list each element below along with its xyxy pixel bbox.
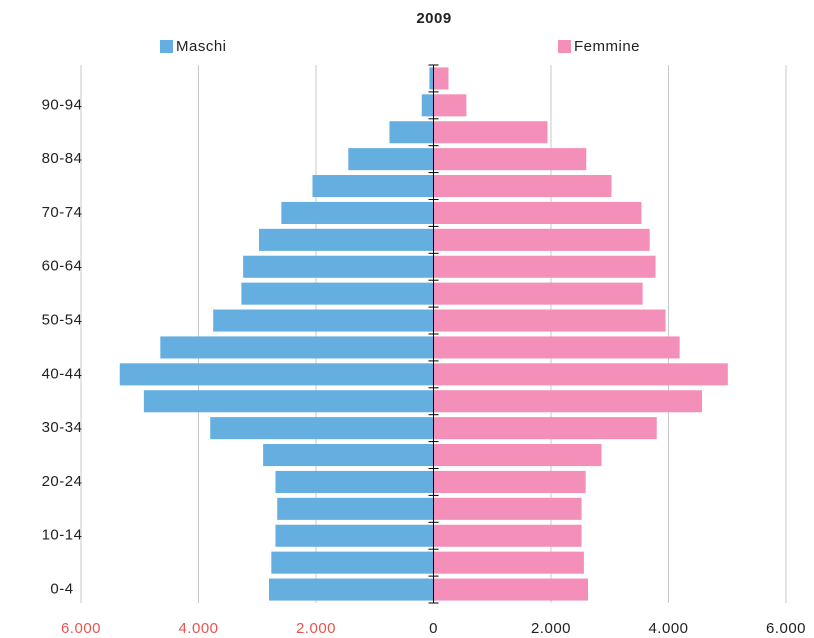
bar: [433, 175, 612, 198]
y-tick-label: 20-24: [42, 473, 83, 490]
bar: [312, 175, 434, 198]
y-tick-label: 50-54: [42, 312, 83, 329]
bar: [433, 444, 602, 467]
bar: [277, 497, 434, 520]
chart-title: 2009: [416, 10, 451, 27]
x-tick-label: 2.000: [296, 620, 336, 637]
bar: [433, 417, 657, 440]
y-tick-label: 10-14: [42, 527, 83, 544]
bar: [433, 336, 680, 359]
bar: [281, 201, 434, 224]
bar: [160, 336, 434, 359]
bar: [275, 524, 434, 547]
legend-label: Maschi: [176, 38, 227, 55]
legend-swatch: [558, 40, 571, 53]
y-tick-label: 80-84: [42, 150, 83, 167]
bar: [429, 67, 434, 90]
legend-swatch: [160, 40, 173, 53]
y-tick-label: 70-74: [42, 204, 83, 221]
bar: [433, 228, 650, 251]
bar: [269, 578, 434, 601]
bar: [433, 148, 587, 171]
bar: [433, 524, 582, 547]
bar: [275, 470, 434, 493]
bar: [433, 309, 666, 332]
bar: [241, 282, 434, 305]
legend-label: Femmine: [574, 38, 640, 55]
x-tick-label: 6.000: [61, 620, 101, 637]
bar: [433, 363, 728, 386]
bar: [433, 121, 548, 144]
bar: [433, 578, 589, 601]
bar: [389, 121, 434, 144]
bar: [433, 497, 582, 520]
bar: [119, 363, 434, 386]
bar: [213, 309, 434, 332]
x-tick-label: 4.000: [648, 620, 688, 637]
bar: [348, 148, 434, 171]
bar: [433, 551, 584, 574]
bar: [210, 417, 434, 440]
bar: [433, 470, 586, 493]
bar: [433, 255, 656, 278]
y-tick-label: 40-44: [42, 365, 83, 382]
bar: [433, 67, 449, 90]
bar: [433, 390, 702, 413]
y-tick-label: 0-4: [50, 581, 73, 598]
bar: [421, 94, 434, 117]
y-tick-label: 90-94: [42, 96, 83, 113]
bar: [271, 551, 434, 574]
bar: [243, 255, 434, 278]
bar: [143, 390, 434, 413]
y-tick-label: 30-34: [42, 419, 83, 436]
bar: [263, 444, 434, 467]
x-tick-label: 6.000: [766, 620, 806, 637]
x-tick-label: 2.000: [531, 620, 571, 637]
y-tick-label: 60-64: [42, 258, 83, 275]
bar: [433, 94, 467, 117]
bar: [259, 228, 434, 251]
bar: [433, 201, 642, 224]
x-tick-label: 0: [429, 620, 438, 637]
x-tick-label: 4.000: [178, 620, 218, 637]
bar: [433, 282, 643, 305]
